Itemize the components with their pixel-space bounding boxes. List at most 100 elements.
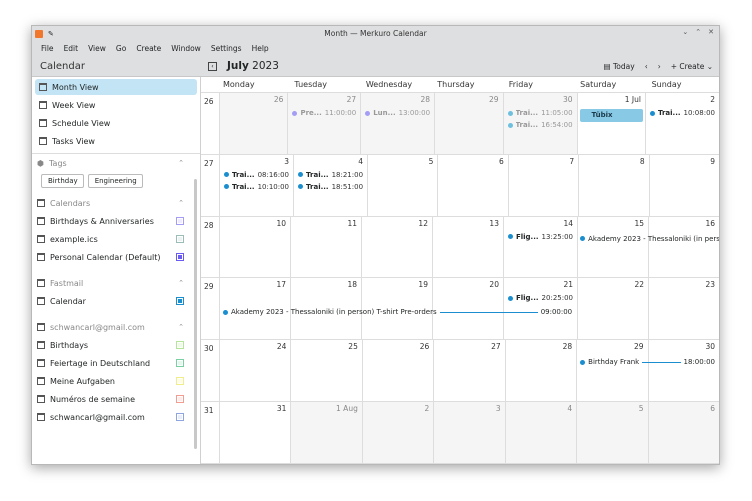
day-cell[interactable]: 10 <box>219 216 290 278</box>
event-item[interactable]: Lun... 13:00:00 <box>361 107 434 119</box>
day-cell[interactable]: 30 <box>647 340 719 402</box>
day-cell[interactable]: 4 <box>504 402 577 463</box>
calendar-color-checkbox[interactable] <box>176 217 184 225</box>
day-cell[interactable]: 27 Pre... 11:00:00 <box>287 93 361 154</box>
collapse-section-button[interactable]: ⌃ <box>178 199 184 207</box>
multiday-event[interactable]: Akademy 2023 - Thessaloniki (in person) … <box>219 306 576 318</box>
collapse-section-button[interactable]: ⌃ <box>178 323 184 331</box>
calendar-color-checkbox[interactable] <box>176 341 184 349</box>
calendar-color-checkbox[interactable] <box>176 359 184 367</box>
collapse-sidebar-icon[interactable]: ‹ <box>208 61 217 71</box>
day-cell[interactable]: 11 <box>289 216 361 278</box>
sidebar-scrollbar[interactable] <box>194 179 197 449</box>
day-cell[interactable]: 29 <box>576 340 647 402</box>
event-item[interactable]: Trai... 11:05:00 <box>504 107 577 119</box>
multiday-event[interactable]: Birthday Frank 18:00:00 <box>576 356 719 368</box>
day-cell[interactable]: 14 Flig... 13:25:00 <box>502 216 577 278</box>
previous-button[interactable]: ‹ <box>644 61 648 71</box>
day-cell[interactable]: 3 Trai... 08:16:00 Trai... 10:10:00 <box>219 154 293 216</box>
event-block[interactable]: Tübix <box>579 109 643 122</box>
next-button[interactable]: › <box>657 61 661 71</box>
calendar-source-item[interactable]: Birthdays & Anniversaries <box>37 212 200 230</box>
calendar-color-checkbox[interactable] <box>176 377 184 385</box>
menu-window[interactable]: Window <box>171 44 201 53</box>
menu-help[interactable]: Help <box>251 44 269 53</box>
day-cell[interactable]: 28 <box>504 340 576 402</box>
view-tasks-view[interactable]: Tasks View <box>35 133 197 149</box>
day-cell[interactable]: 17 <box>219 278 290 340</box>
day-cell[interactable]: 25 <box>290 340 361 402</box>
tag-chip[interactable]: Engineering <box>87 174 143 188</box>
day-cell[interactable]: 6 <box>647 402 719 463</box>
day-cell[interactable]: 1 Jul Tübix <box>576 93 645 154</box>
day-cell[interactable]: 22 <box>577 278 648 340</box>
multiday-event[interactable]: Akademy 2023 - Thessaloniki (in person) <box>576 233 719 245</box>
day-cell[interactable]: 26 <box>219 93 288 154</box>
day-cell[interactable]: 9 <box>648 154 719 216</box>
calendar-source-item[interactable]: Numéros de semaine <box>37 390 200 408</box>
calendar-color-checkbox[interactable] <box>176 395 184 403</box>
day-cell[interactable]: 5 <box>367 154 437 216</box>
collapse-section-button[interactable]: ⌃ <box>178 279 184 287</box>
calendar-source-item[interactable]: Meine Aufgaben <box>37 372 200 390</box>
event-item[interactable]: Flig... 13:25:00 <box>504 231 577 243</box>
calendar-color-checkbox[interactable] <box>176 235 184 243</box>
day-cell[interactable]: 2 Trai... 10:08:00 <box>644 93 719 154</box>
event-item[interactable]: Flig... 20:25:00 <box>504 292 577 304</box>
day-cell[interactable]: 3 <box>433 402 505 463</box>
event-item[interactable]: Pre... 11:00:00 <box>288 107 360 119</box>
menu-go[interactable]: Go <box>115 44 127 53</box>
day-cell[interactable]: 8 <box>578 154 648 216</box>
create-button[interactable]: + Create ⌄ <box>670 61 713 71</box>
day-cell[interactable]: 28 Lun... 13:00:00 <box>360 93 435 154</box>
day-cell[interactable]: 27 <box>433 340 504 402</box>
today-button[interactable]: ▤ Today <box>603 61 635 71</box>
day-cell[interactable]: 29 <box>434 93 503 154</box>
day-cell[interactable]: 23 <box>648 278 719 340</box>
calendar-color-checkbox[interactable] <box>176 297 184 305</box>
day-cell[interactable]: 4 Trai... 18:21:00 Trai... 18:51:00 <box>293 154 367 216</box>
calendar-source-item[interactable]: Feiertage in Deutschland <box>37 354 200 372</box>
close-button[interactable]: ✕ <box>708 28 714 36</box>
day-cell[interactable]: 6 <box>437 154 507 216</box>
view-schedule-view[interactable]: Schedule View <box>35 115 197 131</box>
day-cell[interactable]: 30 Trai... 11:05:00 Trai... 16:54:00 <box>502 93 577 154</box>
calendar-source-item[interactable]: example.ics <box>37 230 200 248</box>
calendar-source-item[interactable]: Calendar <box>37 292 200 310</box>
event-item[interactable]: Trai... 18:51:00 <box>294 181 367 193</box>
menu-settings[interactable]: Settings <box>210 44 242 53</box>
day-cell[interactable]: 5 <box>576 402 648 463</box>
calendar-color-checkbox[interactable] <box>176 253 184 261</box>
calendar-source-item[interactable]: Birthdays <box>37 336 200 354</box>
day-cell[interactable]: 19 <box>360 278 432 340</box>
event-item[interactable]: Trai... 10:10:00 <box>220 181 293 193</box>
day-cell[interactable]: 1 Aug <box>290 402 362 463</box>
minimize-button[interactable]: ⌄ <box>682 28 689 36</box>
calendar-source-item[interactable]: Personal Calendar (Default) <box>37 248 200 266</box>
event-item[interactable]: Trai... 18:21:00 <box>294 169 367 181</box>
day-cell[interactable]: 15 <box>577 216 648 278</box>
day-cell[interactable]: 26 <box>361 340 433 402</box>
event-item[interactable]: Trai... 08:16:00 <box>220 169 293 181</box>
menu-file[interactable]: File <box>41 44 54 53</box>
view-month-view[interactable]: Month View <box>35 79 197 95</box>
day-cell[interactable]: 12 <box>360 216 432 278</box>
menu-view[interactable]: View <box>88 44 106 53</box>
day-cell[interactable]: 13 <box>431 216 503 278</box>
menu-edit[interactable]: Edit <box>63 44 79 53</box>
collapse-tags-button[interactable]: ⌃ <box>178 159 184 167</box>
day-cell[interactable]: 7 <box>507 154 578 216</box>
day-cell[interactable]: 16 <box>648 216 719 278</box>
event-item[interactable]: Trai... 16:54:00 <box>504 119 577 131</box>
tag-chip[interactable]: Birthday <box>41 174 84 188</box>
day-cell[interactable]: 21 Flig... 20:25:00 <box>502 278 577 340</box>
pin-icon[interactable]: ✎ <box>48 29 54 38</box>
day-cell[interactable]: 20 <box>431 278 503 340</box>
day-cell[interactable]: 18 <box>289 278 361 340</box>
calendar-source-item[interactable]: schwancarl@gmail.com <box>37 408 200 426</box>
menu-create[interactable]: Create <box>136 44 162 53</box>
day-cell[interactable]: 31 <box>219 402 290 463</box>
view-week-view[interactable]: Week View <box>35 97 197 113</box>
maximize-button[interactable]: ⌃ <box>695 28 702 36</box>
day-cell[interactable]: 2 <box>361 402 434 463</box>
